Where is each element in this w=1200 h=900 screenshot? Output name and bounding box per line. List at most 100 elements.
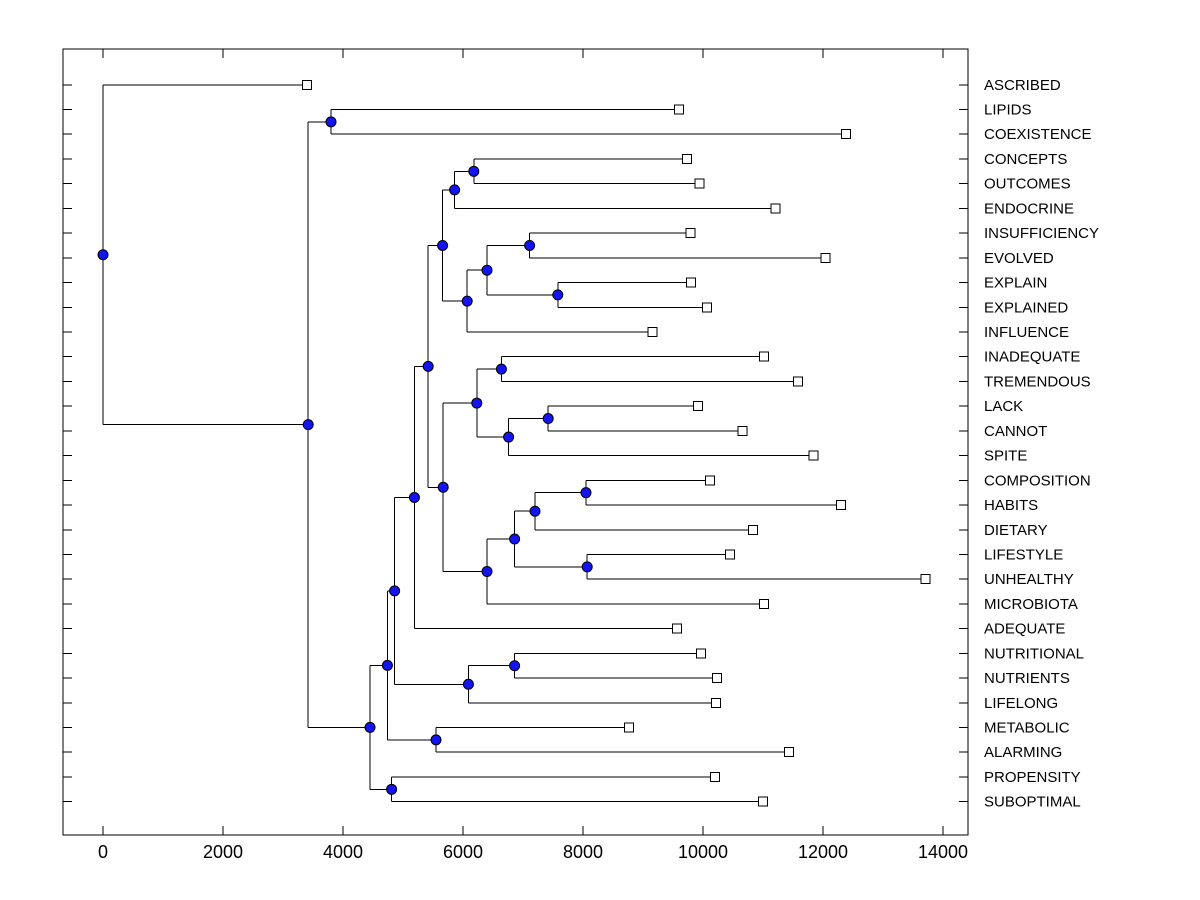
internal-node-marker bbox=[430, 734, 442, 746]
internal-node-marker bbox=[97, 249, 109, 261]
leaf-label-explain: EXPLAIN bbox=[984, 275, 1047, 292]
leaf-label-composition: COMPOSITION bbox=[984, 472, 1091, 489]
leaf-marker bbox=[759, 351, 770, 362]
leaf-marker bbox=[711, 673, 722, 684]
leaf-marker bbox=[685, 228, 696, 239]
x-tick-label: 8000 bbox=[563, 842, 603, 862]
internal-node-marker bbox=[503, 431, 515, 443]
leaf-marker bbox=[711, 697, 722, 708]
leaf-marker bbox=[673, 104, 684, 115]
leaf-marker bbox=[820, 252, 831, 263]
leaf-label-nutrients: NUTRIENTS bbox=[984, 670, 1070, 687]
leaf-marker bbox=[702, 302, 713, 313]
leaf-label-inadequate: INADEQUATE bbox=[984, 349, 1080, 366]
leaf-label-nutritional: NUTRITIONAL bbox=[984, 645, 1084, 662]
internal-node-marker bbox=[461, 295, 473, 307]
leaf-label-suboptimal: SUBOPTIMAL bbox=[984, 794, 1081, 811]
leaf-label-lifestyle: LIFESTYLE bbox=[984, 546, 1063, 563]
leaf-marker bbox=[696, 648, 707, 659]
leaf-label-adequate: ADEQUATE bbox=[984, 621, 1065, 638]
internal-node-marker bbox=[581, 561, 593, 573]
leaf-label-explained: EXPLAINED bbox=[984, 299, 1068, 316]
internal-node-marker bbox=[468, 165, 480, 177]
internal-node-marker bbox=[509, 533, 521, 545]
x-tick-label: 0 bbox=[98, 842, 108, 862]
internal-node-marker bbox=[481, 264, 493, 276]
leaf-label-propensity: PROPENSITY bbox=[984, 769, 1081, 786]
internal-node-marker bbox=[408, 492, 420, 504]
internal-node-marker bbox=[542, 413, 554, 425]
leaf-label-outcomes: OUTCOMES bbox=[984, 176, 1071, 193]
leaf-marker bbox=[709, 771, 720, 782]
leaf-label-alarming: ALARMING bbox=[984, 744, 1062, 761]
leaf-label-evolved: EVOLVED bbox=[984, 250, 1054, 267]
leaf-label-spite: SPITE bbox=[984, 448, 1027, 465]
leaf-label-cannot: CANNOT bbox=[984, 423, 1047, 440]
leaf-marker bbox=[840, 129, 851, 140]
x-tick-label: 4000 bbox=[323, 842, 363, 862]
tree-and-axes-lines bbox=[62, 48, 969, 836]
leaf-label-ascribed: ASCRIBED bbox=[984, 77, 1061, 94]
internal-node-marker bbox=[495, 363, 507, 375]
internal-node-marker bbox=[462, 678, 474, 690]
internal-node-marker bbox=[386, 783, 398, 795]
leaf-marker bbox=[672, 623, 683, 634]
leaf-label-endocrine: ENDOCRINE bbox=[984, 200, 1074, 217]
internal-node-marker bbox=[364, 721, 376, 733]
internal-node-marker bbox=[437, 239, 449, 251]
leaf-marker bbox=[808, 450, 819, 461]
x-tick-label: 6000 bbox=[443, 842, 483, 862]
leaf-marker bbox=[681, 153, 692, 164]
node-markers bbox=[97, 79, 931, 807]
leaf-marker bbox=[737, 425, 748, 436]
leaf-label-tremendous: TREMENDOUS bbox=[984, 373, 1091, 390]
leaf-label-lack: LACK bbox=[984, 398, 1023, 415]
internal-node-marker bbox=[381, 659, 393, 671]
leaf-marker bbox=[747, 524, 758, 535]
leaf-label-dietary: DIETARY bbox=[984, 522, 1048, 539]
axes-box bbox=[62, 48, 969, 836]
leaf-label-insufficiency: INSUFFICIENCY bbox=[984, 225, 1099, 242]
leaf-label-lifelong: LIFELONG bbox=[984, 695, 1058, 712]
leaf-label-influence: INFLUENCE bbox=[984, 324, 1069, 341]
leaf-marker bbox=[792, 376, 803, 387]
x-tick-label: 2000 bbox=[203, 842, 243, 862]
leaf-marker bbox=[920, 574, 931, 585]
leaf-marker bbox=[685, 277, 696, 288]
internal-node-marker bbox=[437, 481, 449, 493]
x-tick-label: 12000 bbox=[798, 842, 848, 862]
leaf-marker bbox=[693, 401, 704, 412]
leaf-label-metabolic: METABOLIC bbox=[984, 720, 1070, 737]
leaf-marker bbox=[624, 722, 635, 733]
internal-node-marker bbox=[325, 116, 337, 128]
leaf-label-unhealthy: UNHEALTHY bbox=[984, 571, 1074, 588]
internal-node-marker bbox=[524, 239, 536, 251]
internal-node-marker bbox=[471, 397, 483, 409]
leaf-marker bbox=[694, 178, 705, 189]
x-tick-label: 10000 bbox=[678, 842, 728, 862]
internal-node-marker bbox=[389, 585, 401, 597]
leaf-marker bbox=[302, 79, 313, 90]
leaf-marker bbox=[835, 500, 846, 511]
internal-node-marker bbox=[529, 505, 541, 517]
leaf-label-lipids: LIPIDS bbox=[984, 102, 1032, 119]
leaf-marker bbox=[759, 598, 770, 609]
leaf-marker bbox=[724, 549, 735, 560]
internal-node-marker bbox=[422, 360, 434, 372]
leaf-marker bbox=[770, 203, 781, 214]
leaf-marker bbox=[647, 327, 658, 337]
text-labels: 0 2000 4000 6000 8000 10000 12000 14000 ASCRIBED… bbox=[98, 77, 1099, 862]
leaf-marker bbox=[783, 747, 794, 758]
leaf-label-coexistence: COEXISTENCE bbox=[984, 126, 1092, 143]
x-tick-label: 14000 bbox=[918, 842, 968, 862]
internal-node-marker bbox=[509, 660, 521, 672]
internal-node-marker bbox=[580, 487, 592, 499]
leaf-marker bbox=[757, 796, 768, 807]
internal-node-marker bbox=[481, 565, 493, 577]
internal-node-marker bbox=[552, 289, 564, 301]
internal-node-marker bbox=[302, 419, 314, 431]
leaf-marker bbox=[705, 475, 716, 486]
internal-node-marker bbox=[449, 184, 461, 196]
